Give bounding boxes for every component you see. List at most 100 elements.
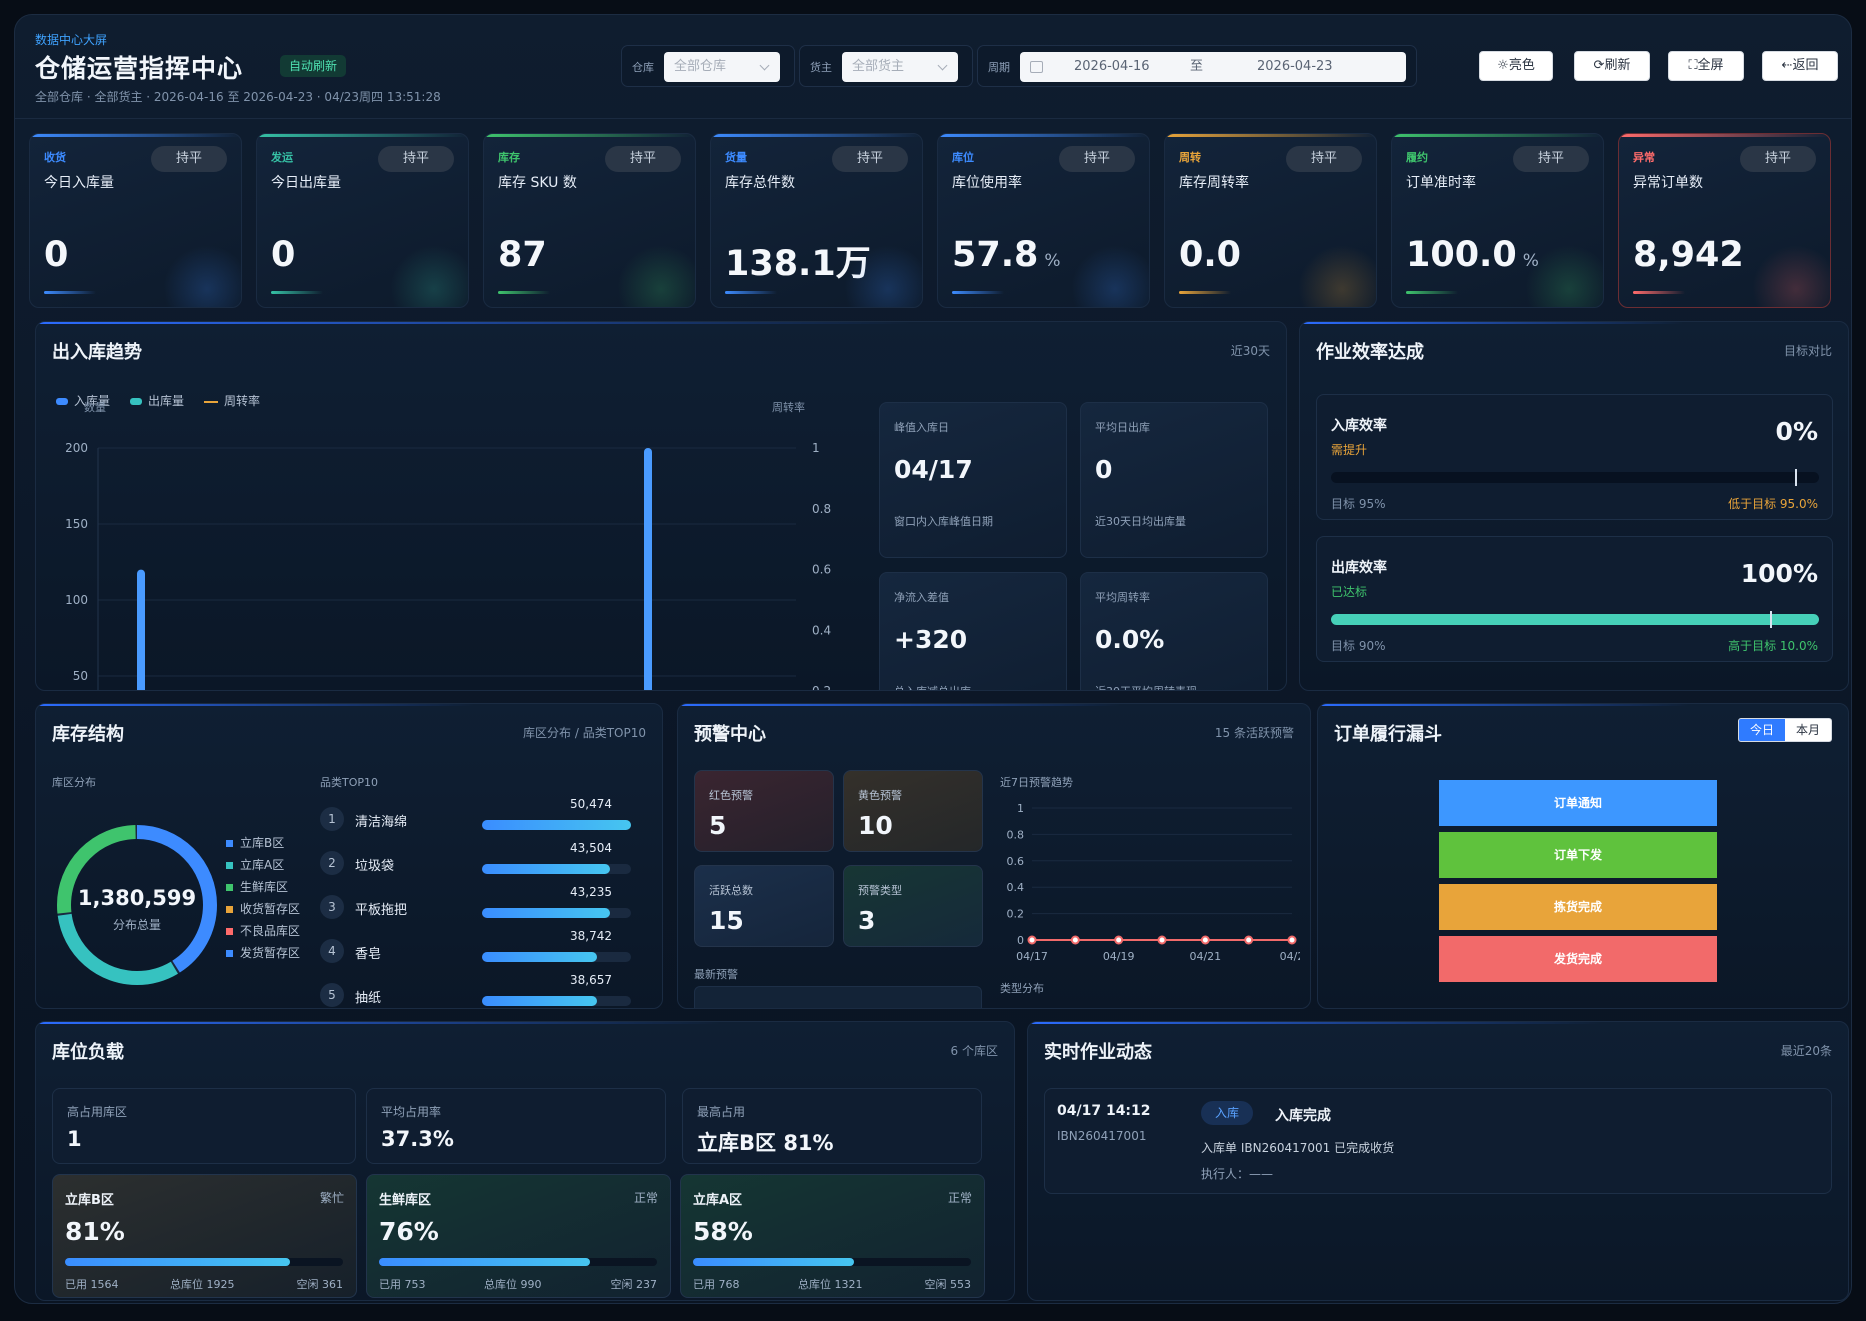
kpi-value-text: 57.8 [952, 235, 1039, 275]
donut-seg-b[interactable] [57, 825, 217, 985]
category-bar-track [482, 864, 631, 874]
category-name: 平板拖把 [355, 903, 408, 918]
warehouse-select-value: 全部仓库 [674, 59, 727, 74]
tab-month[interactable]: 本月 [1795, 723, 1820, 737]
date-start[interactable]: 2026-04-16 [1074, 59, 1150, 74]
category-row[interactable]: 3 平板拖把 43,235 [320, 885, 631, 932]
refresh-button[interactable]: ⟳刷新 [1574, 51, 1650, 81]
kpi-accent-line [484, 134, 695, 137]
kpi-name: 库位使用率 [952, 175, 1022, 191]
load-summary-card: 最高占用 立库B区 81% [682, 1088, 982, 1164]
alert-trend-point[interactable] [1200, 935, 1210, 945]
date-end[interactable]: 2026-04-23 [1257, 59, 1333, 74]
kpi-accent-line [711, 134, 922, 137]
funnel-stage[interactable]: 拣货完成 [1439, 884, 1717, 930]
stat-desc: 近30天日均出库量 [1095, 515, 1186, 528]
kpi-card[interactable]: 周转 库存周转率 持平 0.0 [1164, 133, 1377, 308]
alert-trend-point[interactable] [1070, 935, 1080, 945]
zone-name: 立库A区 [240, 858, 285, 872]
back-button[interactable]: ⇠返回 [1762, 51, 1838, 81]
warehouse-select[interactable]: 全部仓库 [664, 52, 780, 82]
efficiency-progress-track [1331, 611, 1819, 628]
legend-turnover[interactable]: 周转率 [204, 392, 260, 409]
category-bar-fill [482, 864, 611, 874]
kpi-mini-bar [44, 291, 96, 294]
inbound-bar[interactable] [137, 569, 145, 691]
zone-legend-item[interactable]: 立库B区 [226, 834, 284, 851]
trend-range[interactable]: 近30天 [1230, 344, 1270, 358]
kpi-card[interactable]: 库位 库位使用率 持平 57.8% [937, 133, 1150, 308]
load-zone-total: 总库位 990 [484, 1278, 542, 1291]
zone-legend-item[interactable]: 不良品库区 [226, 922, 300, 939]
alert-type-label: 类型分布 [1000, 982, 1044, 995]
kpi-card[interactable]: 异常 异常订单数 持平 8,942 [1618, 133, 1831, 308]
donut-seg-fresh[interactable] [57, 825, 217, 985]
kpi-card[interactable]: 货量 库存总件数 持平 138.1万 [710, 133, 923, 308]
fullscreen-button[interactable]: ⛶全屏 [1668, 51, 1744, 81]
kpi-category: 异常 [1633, 151, 1655, 164]
zone-legend-item[interactable]: 收货暂存区 [226, 900, 300, 917]
kpi-category: 周转 [1179, 151, 1201, 164]
legend-turnover-label: 周转率 [224, 394, 261, 408]
category-name: 香皂 [355, 947, 382, 962]
load-zone-card[interactable]: 立库A区 正常 58% 已用 768 总库位 1321 空闲 553 [680, 1174, 985, 1298]
kpi-card[interactable]: 库存 库存 SKU 数 持平 87 [483, 133, 696, 308]
kpi-card[interactable]: 履约 订单准时率 持平 100.0% [1391, 133, 1604, 308]
tab-today[interactable]: 今日 [1738, 719, 1785, 741]
panel-accent [36, 1022, 1014, 1024]
alert-stat-card[interactable]: 黄色预警 10 [843, 770, 983, 852]
category-row[interactable]: 4 香皂 38,742 [320, 929, 631, 976]
alert-stat-card[interactable]: 活跃总数 15 [694, 865, 834, 947]
activity-item[interactable]: 04/17 14:12 IBN260417001 入库 入库完成 入库单 IBN… [1044, 1088, 1832, 1194]
load-zone-status: 正常 [633, 1191, 658, 1205]
legend-outbound[interactable]: 出库量 [130, 392, 184, 409]
load-zone-card[interactable]: 生鲜库区 正常 76% 已用 753 总库位 990 空闲 237 [366, 1174, 671, 1298]
stat-label: 峰值入库日 [894, 421, 949, 434]
category-bar-fill [482, 952, 597, 962]
load-zone-card[interactable]: 立库B区 繁忙 81% 已用 1564 总库位 1925 空闲 361 [52, 1174, 357, 1298]
kpi-mini-bar [1633, 291, 1685, 294]
zone-legend-item[interactable]: 立库A区 [226, 856, 284, 873]
inbound-bar[interactable] [644, 448, 652, 691]
calendar-icon [1030, 61, 1043, 73]
kpi-name: 库存周转率 [1179, 175, 1249, 191]
alert-trend-point[interactable] [1244, 935, 1254, 945]
auto-refresh-badge: 自动刷新 [280, 55, 347, 77]
category-row[interactable]: 5 抽纸 38,657 [320, 973, 631, 1008]
efficiency-progress-fill [1331, 614, 1819, 625]
zone-legend-item[interactable]: 生鲜库区 [226, 878, 288, 895]
inventory-title: 库存结构 [52, 724, 124, 745]
owner-select[interactable]: 全部货主 [842, 52, 958, 82]
alert-trend-point[interactable] [1114, 935, 1124, 945]
kpi-mini-bar [271, 291, 323, 294]
kpi-card[interactable]: 发运 今日出库量 持平 0 [256, 133, 469, 308]
alert-trend-point[interactable] [1157, 935, 1167, 945]
alert-trend-point[interactable] [1287, 935, 1297, 945]
latest-alert-label: 最新预警 [694, 968, 738, 981]
alert-trend-label: 近7日预警趋势 [1000, 776, 1073, 789]
alert-trend-point[interactable] [1027, 935, 1037, 945]
kpi-glow [1298, 245, 1376, 307]
funnel-stage[interactable]: 订单下发 [1439, 832, 1717, 878]
legend-inbound[interactable]: 入库量 [56, 392, 110, 409]
kpi-trend-pill: 持平 [832, 146, 908, 172]
warehouse-filter: 仓库 全部仓库 [621, 45, 795, 87]
zone-legend-item[interactable]: 发货暂存区 [226, 944, 300, 961]
efficiency-panel: 作业效率达成 目标对比 入库效率 需提升 0% 目标 95% 低于目标 95.0% 出库效… [1299, 321, 1849, 691]
latest-alert-item[interactable] [694, 986, 982, 1008]
category-row[interactable]: 2 垃圾袋 43,504 [320, 841, 631, 888]
kpi-card[interactable]: 收货 今日入库量 持平 0 [29, 133, 242, 308]
alert-stat-card[interactable]: 预警类型 3 [843, 865, 983, 947]
kpi-value: 0 [271, 235, 301, 275]
alert-stat-card[interactable]: 红色预警 5 [694, 770, 834, 852]
alert-stat-label: 黄色预警 [858, 789, 902, 802]
date-range-picker[interactable]: 2026-04-16 至 2026-04-23 [1020, 52, 1406, 82]
funnel-stage[interactable]: 订单通知 [1439, 780, 1717, 826]
kpi-accent-line [1619, 134, 1830, 137]
donut-seg-a[interactable] [57, 825, 217, 985]
category-row[interactable]: 1 清洁海绵 50,474 [320, 797, 631, 844]
load-zone-fill [65, 1258, 291, 1266]
funnel-stage[interactable]: 发货完成 [1439, 936, 1717, 982]
light-theme-button[interactable]: ☼亮色 [1479, 51, 1553, 81]
load-zone-status: 繁忙 [319, 1191, 344, 1205]
